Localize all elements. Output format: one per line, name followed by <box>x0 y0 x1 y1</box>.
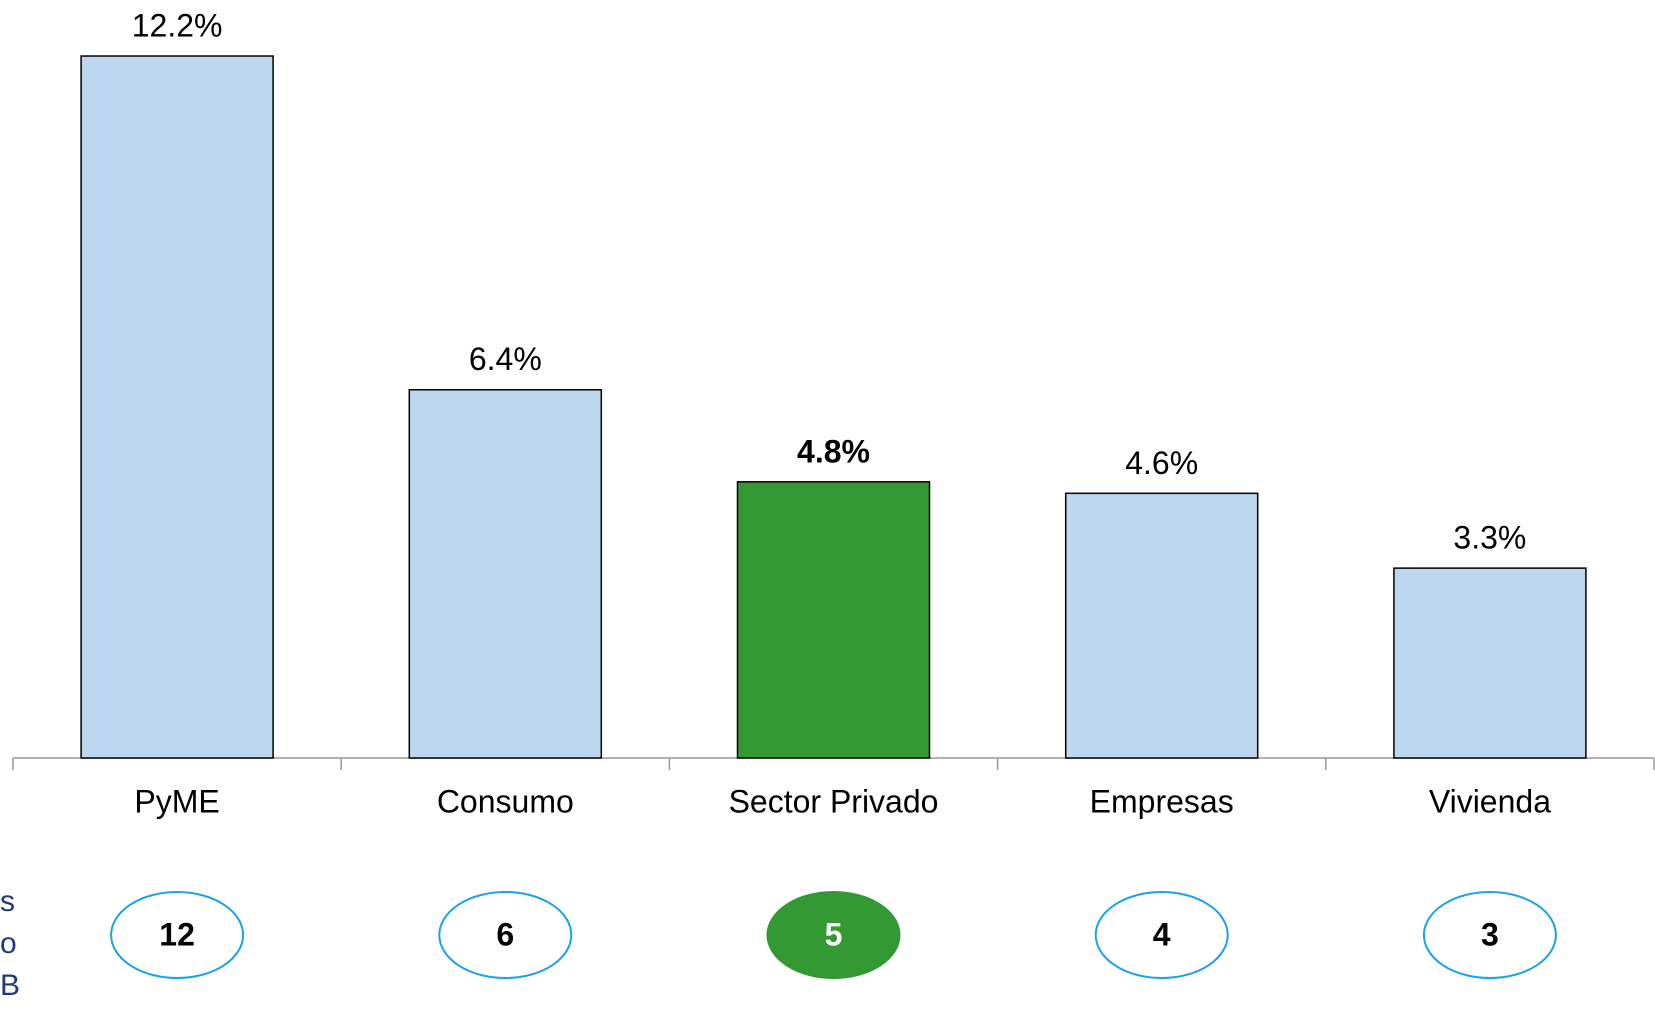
badge <box>1094 891 1229 979</box>
badge <box>766 891 901 979</box>
badge <box>438 891 573 979</box>
bar <box>736 481 931 759</box>
badge-label: 3 <box>1481 916 1499 952</box>
badge <box>1422 891 1557 979</box>
bar <box>80 55 274 759</box>
badge <box>110 891 245 979</box>
value-label: 3.3% <box>1453 520 1526 556</box>
bar <box>1064 492 1259 759</box>
side-text: s <box>0 885 15 918</box>
badge-label: 5 <box>825 916 843 952</box>
bar <box>408 389 603 759</box>
x-tick-label: Sector Privado <box>729 783 939 819</box>
x-tick-label: PyME <box>134 783 219 819</box>
bar <box>1393 567 1587 759</box>
value-label: 4.8% <box>797 433 870 469</box>
x-tick-label: Consumo <box>437 783 574 819</box>
value-label: 6.4% <box>469 341 542 377</box>
side-text: o <box>0 927 17 960</box>
value-label: 12.2% <box>132 7 223 43</box>
badge-label: 12 <box>159 916 195 952</box>
badge-label: 4 <box>1153 916 1171 952</box>
x-tick-label: Empresas <box>1090 783 1234 819</box>
side-text: B <box>0 969 20 1002</box>
value-label: 4.6% <box>1125 445 1198 481</box>
x-tick-label: Vivienda <box>1429 783 1551 819</box>
badge-label: 6 <box>496 916 514 952</box>
